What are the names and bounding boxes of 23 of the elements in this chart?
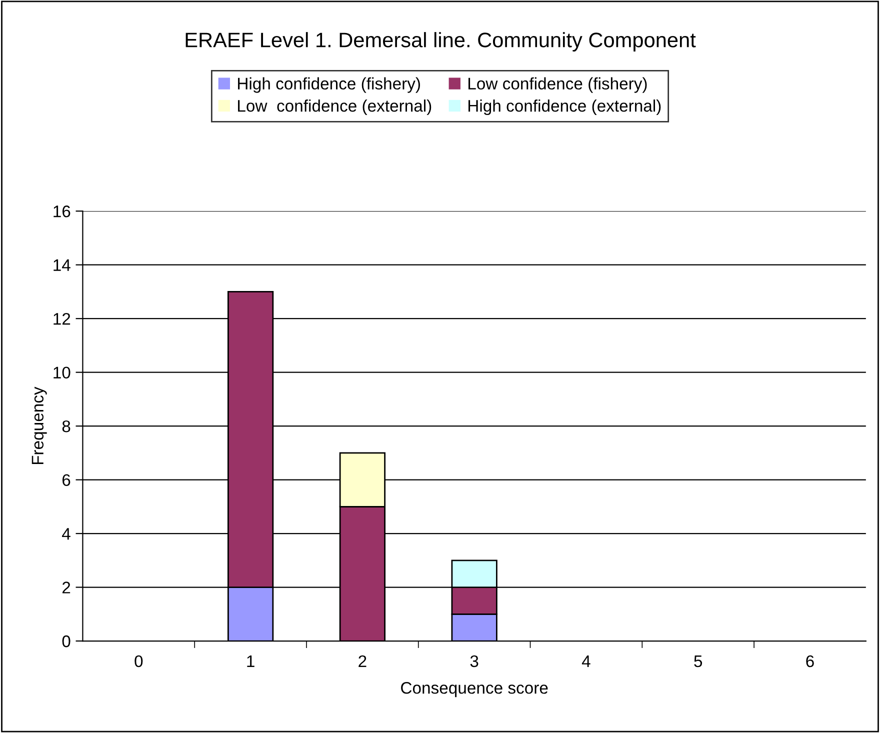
- legend-label: High confidence (external): [468, 100, 661, 116]
- x-tick-label: 6: [806, 655, 814, 668]
- y-tick-label: 12: [54, 312, 70, 325]
- y-axis-title: Frequency: [32, 386, 47, 464]
- y-tick-label: 16: [54, 206, 70, 218]
- y-tick-label: 10: [54, 366, 70, 379]
- legend-label: High confidence (fishery): [238, 77, 420, 93]
- y-tick-label: 8: [62, 420, 70, 432]
- y-tick-label: 4: [62, 528, 70, 540]
- x-tick-label: 1: [247, 656, 254, 667]
- legend-label: Low confidence (external): [238, 100, 432, 116]
- x-tick-label: 3: [470, 655, 478, 668]
- x-axis-title: Consequence score: [401, 682, 548, 698]
- x-tick-label: 4: [582, 656, 590, 667]
- chart-title: ERAEF Level 1. Demersal line. Community Component: [186, 32, 696, 52]
- y-tick-label: 0: [62, 635, 70, 648]
- x-tick-label: 0: [134, 655, 143, 668]
- legend-label: Low confidence (fishery): [468, 77, 647, 93]
- y-tick-label: 14: [54, 259, 70, 271]
- y-tick-label: 6: [62, 474, 70, 486]
- x-tick-label: 5: [694, 656, 702, 668]
- x-tick-label: 2: [358, 655, 366, 667]
- y-tick-label: 2: [62, 582, 70, 594]
